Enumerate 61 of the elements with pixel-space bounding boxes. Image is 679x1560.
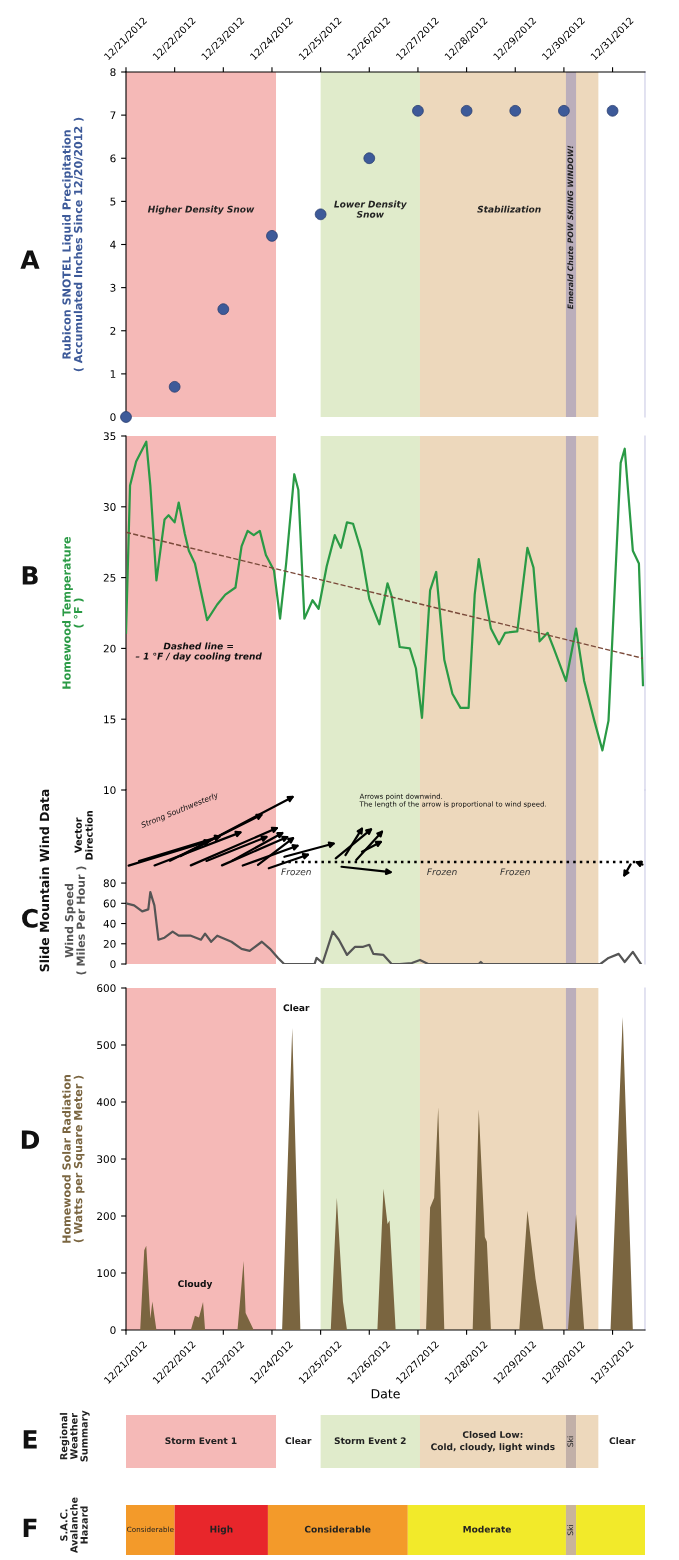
y-axis-title: Wind Speed ( Miles Per Hour ) xyxy=(64,866,87,975)
text: A xyxy=(20,250,40,269)
line-series xyxy=(126,440,645,752)
y-tick-label: 4 xyxy=(110,240,116,249)
text: High xyxy=(210,1525,233,1535)
annotation: Cloudy xyxy=(178,1280,213,1289)
y-tick-label: 1 xyxy=(110,370,116,378)
text: D xyxy=(21,1130,40,1149)
annotation: Frozen xyxy=(427,868,457,876)
y-tick-label: 500 xyxy=(97,1041,116,1050)
y-tick-label: 20 xyxy=(103,644,116,653)
y-tick-label: 60 xyxy=(103,899,116,908)
text: Clear xyxy=(285,1437,312,1445)
band-label: Stabilization xyxy=(477,205,541,213)
y-tick-label: 20 xyxy=(103,939,116,948)
band-label: Lower Density Snow xyxy=(334,200,407,218)
y-tick-label: 2 xyxy=(110,326,116,335)
y-axis-title: Homewood Solar Radiation ( Watts per Square Meter ) xyxy=(62,1075,85,1243)
y-axis-title: Rubicon SNOTEL Liquid Precipitation ( Accumulated Inches Since 12/20/2012 ) xyxy=(62,117,84,372)
text: Slide Mountain Wind Data xyxy=(39,789,50,972)
text: Moderate xyxy=(463,1525,511,1533)
text: E xyxy=(23,1430,37,1449)
text: Closed Low: Cold, cloudy, light winds xyxy=(431,1431,555,1452)
text: S.A.C. Avalanche Hazard xyxy=(60,1497,88,1554)
text: F xyxy=(23,1518,37,1537)
y-tick-label: 15 xyxy=(104,715,116,724)
y-tick-label: 0 xyxy=(110,960,116,969)
y-tick-label: 10 xyxy=(104,786,116,795)
text: C xyxy=(22,908,38,928)
text: Vector Direction xyxy=(74,810,93,860)
x-axis-title: Date xyxy=(371,1389,400,1399)
text: Storm Event 2 xyxy=(334,1437,406,1445)
y-tick-label: 5 xyxy=(110,197,116,206)
y-tick-label: 100 xyxy=(97,1269,116,1278)
y-tick-label: 30 xyxy=(103,503,116,511)
y-tick-label: 40 xyxy=(103,919,116,928)
y-tick-label: 300 xyxy=(97,1155,116,1164)
annotation: Frozen xyxy=(500,868,530,876)
annotation: Clear xyxy=(283,1004,310,1012)
y-axis-title: Homewood Temperature ( °F ) xyxy=(62,536,84,689)
annotation: Frozen xyxy=(281,868,311,876)
y-tick-label: 0 xyxy=(110,413,116,422)
text: Regional Weather Summary xyxy=(59,1410,90,1462)
y-tick-label: 7 xyxy=(110,111,116,120)
text: Clear xyxy=(609,1437,636,1445)
y-tick-label: 80 xyxy=(103,879,116,888)
band-label: Higher Density Snow xyxy=(147,205,255,215)
y-tick-label: 0 xyxy=(110,1326,116,1335)
y-tick-label: 8 xyxy=(110,68,116,77)
text: B xyxy=(22,566,38,585)
line-series xyxy=(126,891,643,964)
text: Considerable xyxy=(304,1525,371,1533)
y-tick-label: 400 xyxy=(96,1098,116,1107)
y-tick-label: 6 xyxy=(110,154,116,163)
annotation: Dashed line = – 1 °F / day cooling trend xyxy=(135,642,262,662)
text: Storm Event 1 xyxy=(165,1437,237,1445)
y-tick-label: 200 xyxy=(97,1212,116,1221)
y-tick-label: 35 xyxy=(103,432,116,441)
y-tick-label: 25 xyxy=(103,573,116,582)
y-tick-label: 600 xyxy=(97,984,116,993)
y-tick-label: 3 xyxy=(110,283,116,292)
